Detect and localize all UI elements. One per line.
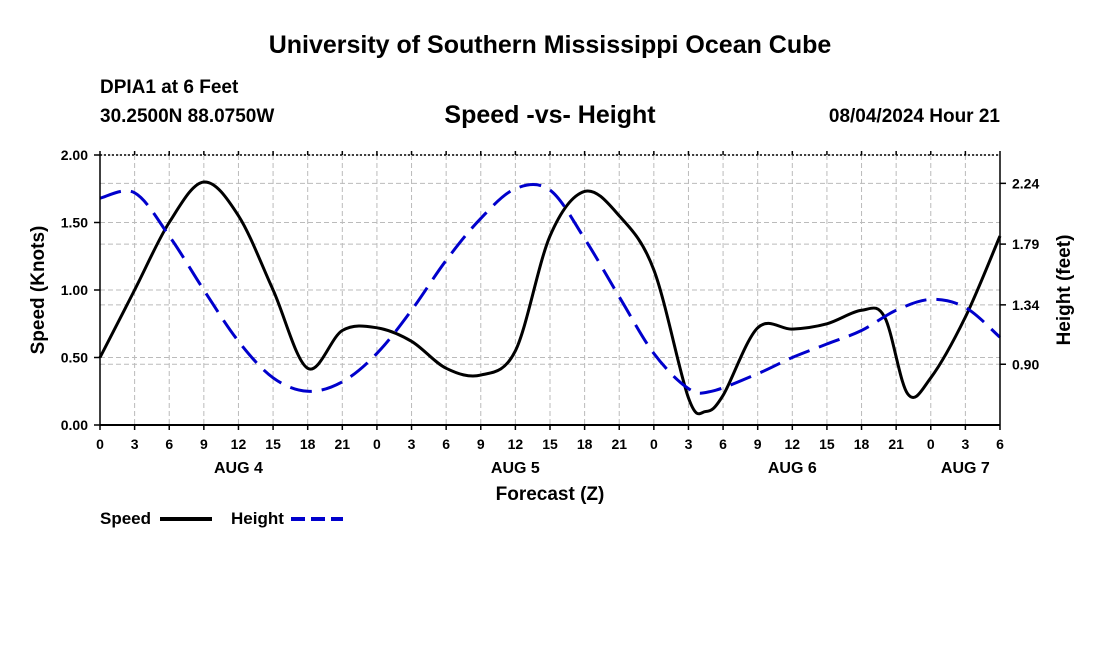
x-tick-label: 12 xyxy=(231,436,247,452)
y-tick-label: 0.50 xyxy=(61,350,88,366)
chart-subtitle: Speed -vs- Height xyxy=(444,101,656,129)
x-tick-label: 0 xyxy=(650,436,658,452)
x-tick-label: 12 xyxy=(785,436,801,452)
forecast-datetime: 08/04/2024 Hour 21 xyxy=(828,106,1000,127)
x-tick-label: 3 xyxy=(961,436,969,452)
y-tick-label: 1.00 xyxy=(61,282,88,298)
grid-lines xyxy=(100,154,1000,426)
legend-label-speed: Speed xyxy=(100,509,152,528)
chart-main-title: University of Southern Mississippi Ocean… xyxy=(268,31,832,59)
x-tick-label: 12 xyxy=(508,436,524,452)
x-tick-label: 0 xyxy=(373,436,381,452)
legend-label-height: Height xyxy=(231,509,284,528)
x-tick-label: 9 xyxy=(477,436,485,452)
station-coordinates: 30.2500N 88.0750W xyxy=(100,106,275,127)
x-tick-label: 9 xyxy=(200,436,208,452)
y2-tick-label: 2.24 xyxy=(1012,175,1039,191)
x-tick-label: 0 xyxy=(96,436,104,452)
y-axis-title: Speed (Knots) xyxy=(28,226,49,355)
x-tick-label: 15 xyxy=(819,436,835,452)
x-tick-label: 6 xyxy=(165,436,173,452)
x-tick-label: 3 xyxy=(131,436,139,452)
day-label: AUG 5 xyxy=(491,460,540,477)
y2-axis-title: Height (feet) xyxy=(1054,235,1075,346)
day-label: AUG 4 xyxy=(214,460,263,477)
x-tick-label: 0 xyxy=(927,436,935,452)
x-tick-label: 3 xyxy=(408,436,416,452)
x-tick-label: 21 xyxy=(335,436,351,452)
axis-labels: 0 3 6 9 12 15 18 21 0 3 6 9 12 15 18 21 0 3 6 9 12 15 18 21 0 3 6A… xyxy=(28,147,1075,505)
day-label: AUG 6 xyxy=(768,460,817,477)
y2-tick-label: 1.79 xyxy=(1012,236,1039,252)
y-tick-label: 1.50 xyxy=(61,215,88,231)
y2-tick-label: 1.34 xyxy=(1012,297,1039,313)
x-tick-label: 6 xyxy=(996,436,1004,452)
x-tick-label: 18 xyxy=(300,436,316,452)
axis-ticks xyxy=(94,151,1006,430)
series-lines xyxy=(98,180,1002,416)
station-label: DPIA1 at 6 Feet xyxy=(100,77,239,98)
x-axis-title: Forecast (Z) xyxy=(496,484,605,505)
x-tick-label: 18 xyxy=(577,436,593,452)
x-tick-label: 15 xyxy=(542,436,558,452)
y-tick-label: 2.00 xyxy=(61,147,88,163)
x-tick-label: 6 xyxy=(442,436,450,452)
x-tick-label: 21 xyxy=(611,436,627,452)
series-line-speed xyxy=(98,180,1002,416)
y-tick-label: 0.00 xyxy=(61,417,88,433)
x-tick-label: 15 xyxy=(265,436,281,452)
x-tick-label: 21 xyxy=(888,436,904,452)
series-line-height xyxy=(99,183,1001,395)
x-tick-label: 9 xyxy=(754,436,762,452)
y2-tick-label: 0.90 xyxy=(1012,356,1039,372)
x-tick-label: 3 xyxy=(685,436,693,452)
x-tick-label: 18 xyxy=(854,436,870,452)
day-label: AUG 7 xyxy=(941,460,990,477)
x-tick-label: 6 xyxy=(719,436,727,452)
